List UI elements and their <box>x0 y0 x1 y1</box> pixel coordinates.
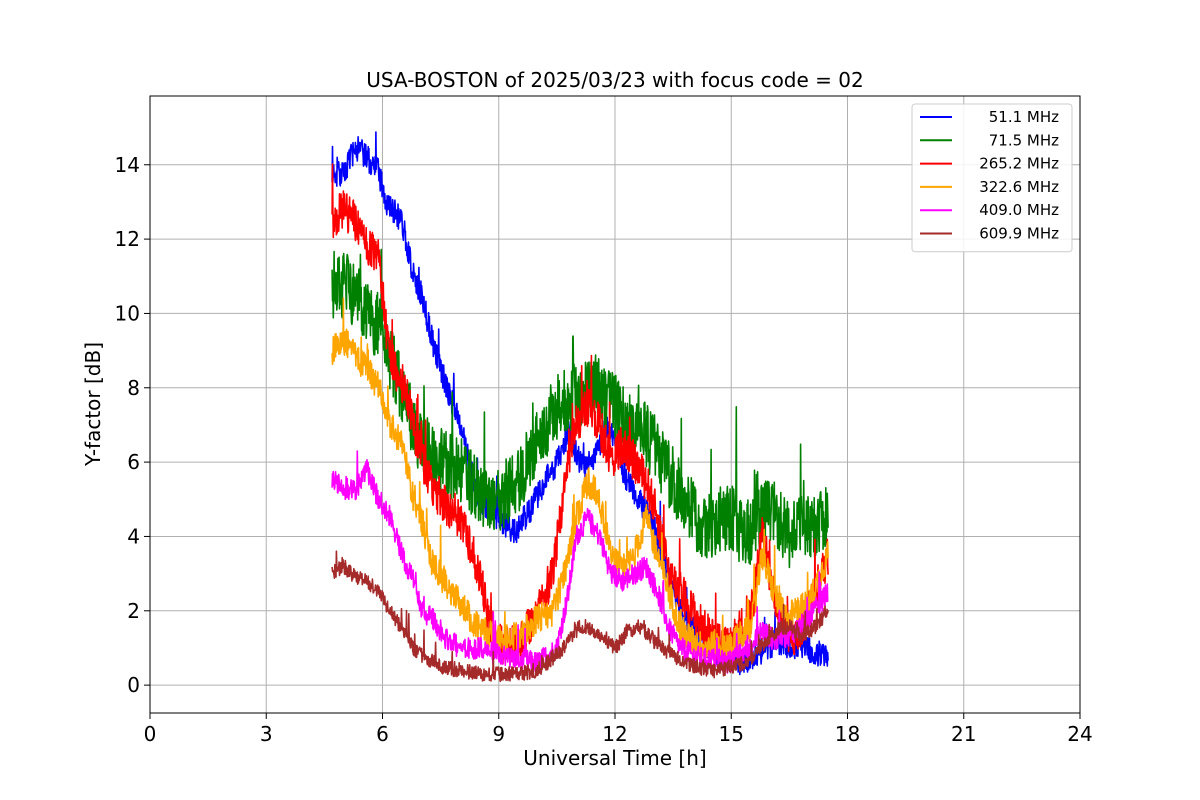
legend-label: 71.5 MHz <box>989 131 1059 149</box>
chart-title: USA-BOSTON of 2025/03/23 with focus code… <box>366 68 863 92</box>
legend-label: 51.1 MHz <box>989 108 1059 126</box>
legend-label: 322.6 MHz <box>979 178 1059 196</box>
x-tick-label: 24 <box>1067 722 1092 746</box>
series-line <box>331 450 829 674</box>
y-tick-label: 2 <box>127 599 140 623</box>
series-line <box>331 550 829 683</box>
x-tick-label: 18 <box>835 722 860 746</box>
y-tick-label: 6 <box>127 450 140 474</box>
y-tick-label: 0 <box>127 673 140 697</box>
x-axis-label: Universal Time [h] <box>523 746 706 770</box>
y-tick-label: 4 <box>127 524 140 548</box>
y-tick-label: 14 <box>115 153 140 177</box>
legend-label: 409.0 MHz <box>979 201 1059 219</box>
x-tick-label: 0 <box>144 722 157 746</box>
y-tick-label: 12 <box>115 227 140 251</box>
series-layer <box>331 131 829 683</box>
series-line <box>331 297 829 661</box>
y-axis-label: Y-factor [dB] <box>81 342 105 467</box>
x-tick-label: 9 <box>492 722 505 746</box>
y-tick-label: 10 <box>115 301 140 325</box>
legend-label: 609.9 MHz <box>979 225 1059 243</box>
x-tick-label: 15 <box>719 722 744 746</box>
legend: 51.1 MHz 71.5 MHz 265.2 MHz 322.6 MHz 409.0 … <box>911 103 1073 253</box>
y-axis: 0 2 4 6 8 10 12 14 <box>115 153 150 697</box>
x-tick-label: 12 <box>602 722 627 746</box>
y-tick-label: 8 <box>127 376 140 400</box>
x-tick-label: 21 <box>951 722 976 746</box>
x-axis: 0 3 6 9 12 15 18 21 24 <box>144 713 1093 746</box>
legend-label: 265.2 MHz <box>979 155 1059 173</box>
x-tick-label: 6 <box>376 722 389 746</box>
x-tick-label: 3 <box>260 722 273 746</box>
